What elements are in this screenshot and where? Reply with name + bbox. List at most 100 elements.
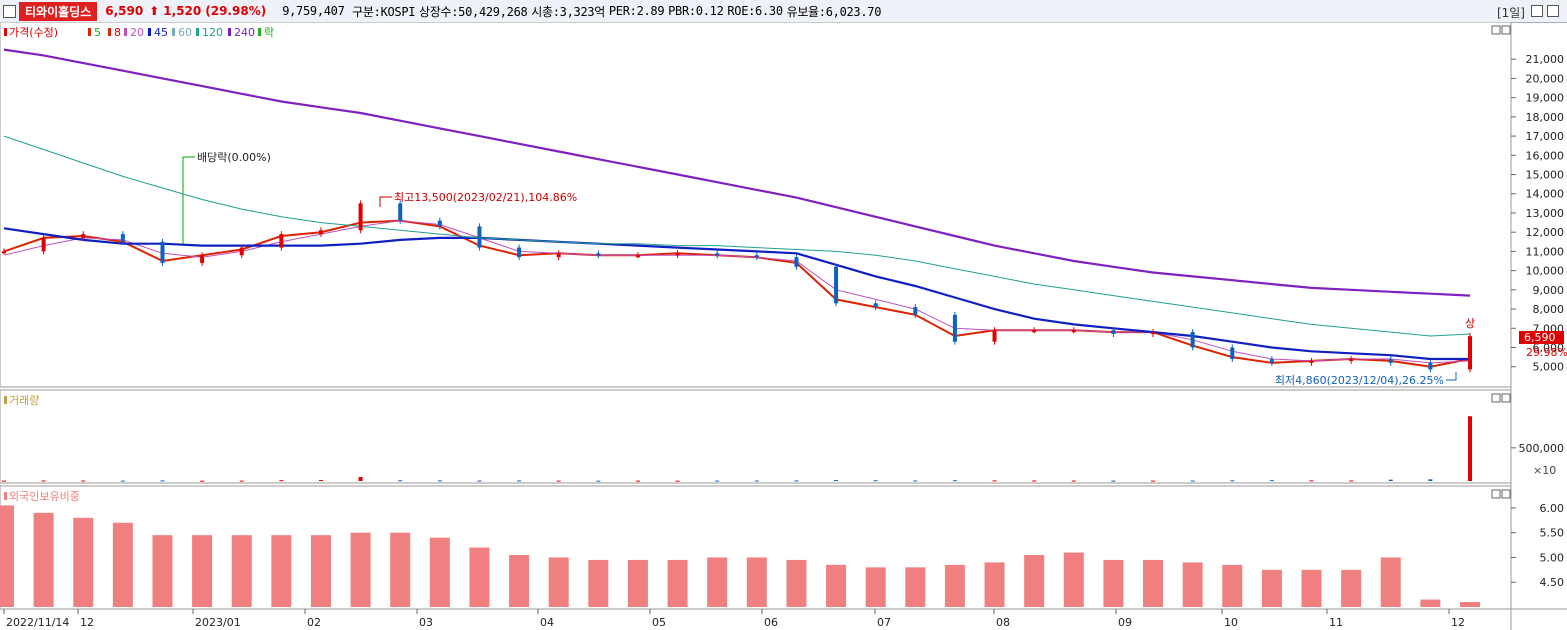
volume-panel[interactable] — [0, 389, 1512, 484]
foreign-bar — [1182, 562, 1203, 607]
volume-bar — [794, 480, 799, 482]
foreign-min-icon[interactable] — [1491, 489, 1501, 499]
foreign-ytick-label: 6.00 — [1540, 502, 1565, 515]
price-candle — [200, 255, 205, 263]
close-icon[interactable] — [1547, 5, 1559, 17]
volume-bar — [1230, 480, 1235, 482]
foreign-bar — [1222, 564, 1243, 607]
volume-min-icon[interactable] — [1491, 393, 1501, 403]
roe-value: ROE:6.30 — [727, 4, 783, 18]
foreign-bar — [152, 535, 173, 607]
legend-volume: 거래량 — [9, 394, 39, 407]
price-candle — [754, 255, 759, 258]
price-candle — [913, 307, 918, 315]
dividend-annotation: 배당락(0.00%) — [197, 151, 271, 164]
stock-name[interactable]: 티와이홀딩스 — [19, 1, 98, 21]
volume-bar — [952, 480, 957, 482]
price-candle — [81, 234, 86, 238]
stock-chart[interactable]: 가격(수정) 5 8 20 45 60 120 240 락 거래량 외국인보유비… — [0, 22, 1567, 630]
last-price-tag-text: 6,590 — [1524, 331, 1556, 344]
pbr-value: PBR:0.12 — [668, 4, 724, 18]
foreign-bar — [33, 512, 54, 607]
panel-close-icon[interactable] — [1501, 25, 1511, 35]
price-candle — [1269, 359, 1274, 363]
xtick-label: 02 — [307, 616, 321, 629]
last-pct-tag: 29.98% — [1526, 346, 1567, 359]
price-candle — [1309, 360, 1314, 363]
price-candle — [834, 266, 839, 304]
foreign-close-icon[interactable] — [1501, 489, 1511, 499]
foreign-bar — [1063, 552, 1084, 607]
xtick-label: 12 — [80, 616, 94, 629]
price-candle — [873, 303, 878, 308]
price-ytick-label: 13,000 — [1526, 207, 1565, 220]
xtick-label: 12 — [1451, 616, 1465, 629]
price-candle — [556, 253, 561, 258]
foreign-bar — [944, 564, 965, 607]
volume-bar — [318, 480, 323, 482]
price-candle — [2, 251, 6, 254]
foreign-ytick-label: 4.50 — [1540, 576, 1565, 589]
volume-bar — [992, 480, 997, 482]
foreign-bar — [350, 532, 371, 607]
foreign-bar — [310, 535, 331, 607]
price-ytick-label: 16,000 — [1526, 149, 1565, 162]
xtick-label: 11 — [1329, 616, 1343, 629]
price-candle — [1190, 332, 1195, 348]
volume-bar — [834, 480, 839, 482]
change-arrow-icon: ⬆ — [149, 4, 160, 18]
volume-bar — [1032, 480, 1037, 482]
foreign-bar — [1460, 602, 1480, 607]
volume-bar — [1151, 480, 1156, 482]
volume-bar — [1269, 480, 1274, 482]
price-candle — [1468, 336, 1472, 370]
low-annotation: 최저4,860(2023/12/04),26.25% — [1275, 374, 1444, 387]
volume-bar — [1190, 480, 1195, 482]
price-candle — [517, 247, 522, 258]
market-type: 구분:KOSPI — [352, 4, 416, 19]
price-ytick-label: 15,000 — [1526, 169, 1565, 182]
volume-bar — [200, 480, 205, 482]
price-ytick-label: 10,000 — [1526, 265, 1565, 278]
foreign-bar — [1024, 554, 1045, 607]
foreign-bar — [0, 505, 14, 607]
price-ytick-label: 14,000 — [1526, 188, 1565, 201]
volume-bar — [873, 480, 878, 482]
volume-bar — [1349, 480, 1354, 482]
price-candle — [279, 234, 284, 248]
price-candle — [318, 230, 323, 235]
maximize-icon[interactable] — [1531, 5, 1543, 17]
price-candle — [1032, 330, 1037, 333]
listed-shares: 상장수:50,429,268 — [419, 4, 528, 19]
foreign-bar — [112, 522, 133, 607]
volume-close-icon[interactable] — [1501, 393, 1511, 403]
volume-ytick-label: 500,000 — [1519, 442, 1565, 455]
ma-line-45 — [3, 227, 1470, 361]
foreign-bar — [588, 559, 609, 607]
foreign-bar — [905, 567, 926, 607]
foreign-bar — [1301, 569, 1322, 607]
foreign-bar — [707, 557, 728, 607]
xtick-label: 2023/01 — [195, 616, 241, 629]
volume-bar — [1468, 416, 1472, 481]
select-checkbox[interactable] — [3, 4, 16, 18]
price-candle — [1111, 330, 1116, 335]
legend-ma20: 20 — [130, 26, 144, 39]
panel-min-icon[interactable] — [1491, 25, 1501, 35]
price-candle — [398, 203, 403, 221]
change-percent: (29.98%) — [205, 4, 267, 18]
foreign-bar — [231, 535, 252, 607]
price-candle — [160, 241, 165, 263]
legend-ma45: 45 — [154, 26, 168, 39]
price-ytick-label: 5,000 — [1533, 361, 1565, 374]
price-candle — [239, 247, 244, 256]
price-ytick-label: 9,000 — [1533, 284, 1565, 297]
xtick-label: 03 — [419, 616, 433, 629]
price-panel[interactable] — [0, 22, 1512, 388]
price-candle — [635, 255, 640, 258]
per-value: PER:2.89 — [608, 4, 665, 18]
period-selector[interactable]: [1일] — [1496, 6, 1525, 20]
volume-bar — [1428, 479, 1433, 481]
foreign-bar — [1143, 559, 1164, 607]
price-candle — [437, 220, 442, 227]
